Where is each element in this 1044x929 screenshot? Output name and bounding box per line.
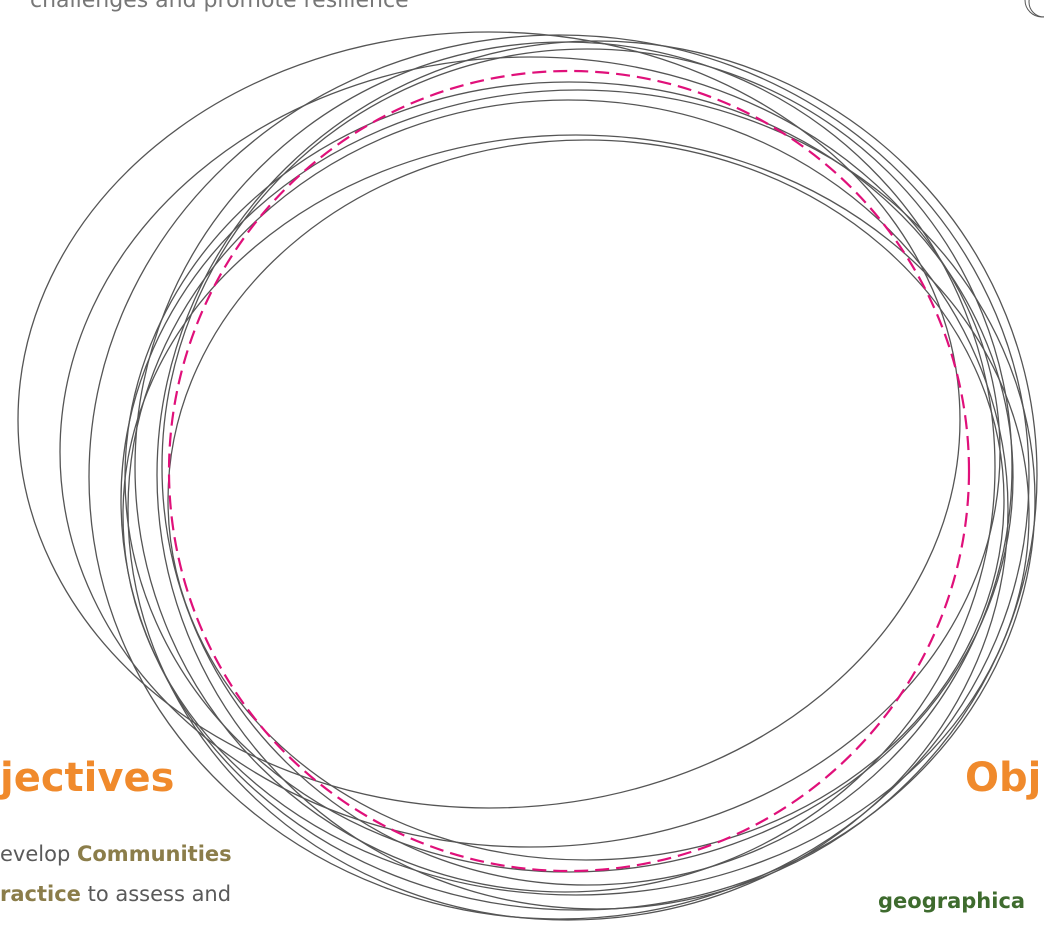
ring-10: [134, 41, 996, 893]
left-line1-prefix: evelop: [0, 842, 77, 866]
left-line1-bold: Communities: [76, 842, 232, 866]
ring-11: [120, 89, 1036, 911]
ring-1: [17, 31, 961, 809]
ring-3: [88, 34, 1030, 920]
right-heading: Obj: [965, 755, 1042, 801]
ring-8: [167, 139, 1005, 861]
top-text: challenges and promote resilience: [30, 0, 409, 13]
left-line2-suffix: to assess and: [80, 882, 232, 906]
ring-4: [127, 99, 1009, 921]
ring-7: [124, 81, 1014, 873]
left-heading: jectives: [0, 755, 175, 801]
dashed-circle: [167, 69, 971, 873]
ring-5: [161, 48, 1013, 886]
ring-9: [122, 134, 1030, 896]
right-text-line: geographica: [878, 889, 1026, 913]
ring-6: [156, 40, 1038, 910]
left-line2-bold: ractice: [0, 882, 81, 906]
left-text-line-1: evelop Communities: [0, 842, 232, 866]
corner-arc-icon: [1024, 0, 1044, 18]
left-text-line-2: ractice to assess and: [0, 882, 232, 906]
